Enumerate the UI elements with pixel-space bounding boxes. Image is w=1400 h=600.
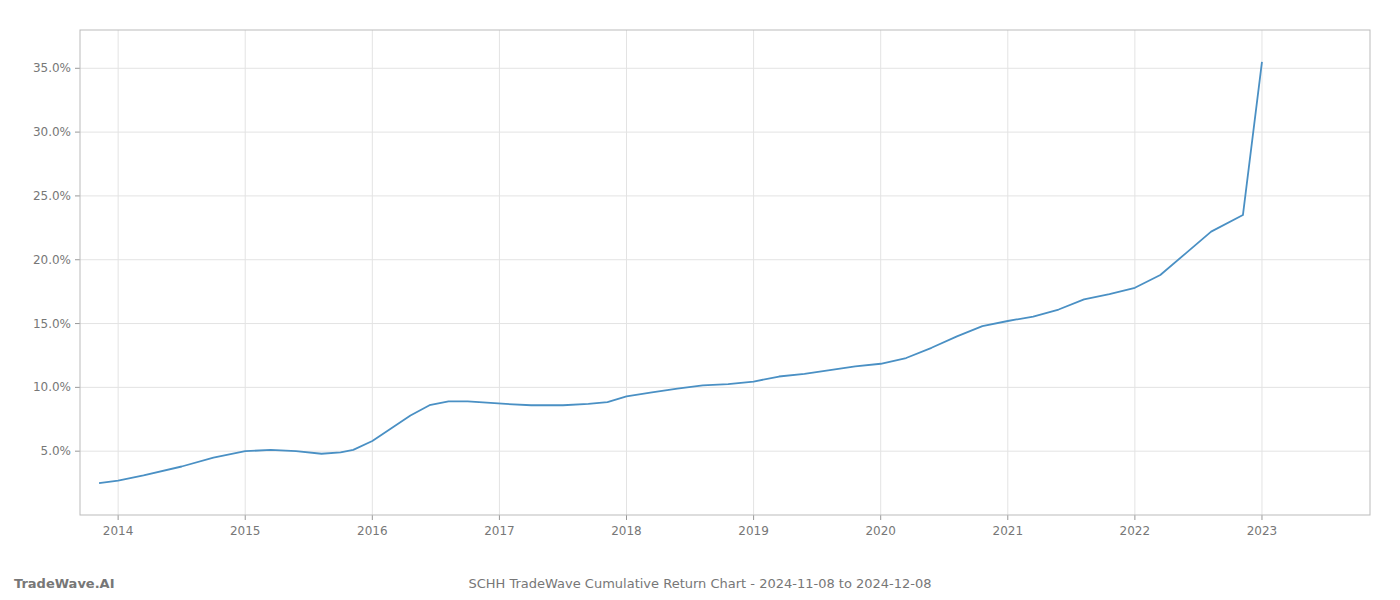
watermark: TradeWave.AI xyxy=(14,576,115,591)
tick-mark xyxy=(75,451,80,452)
tick-label: 2016 xyxy=(357,524,388,538)
grid-line xyxy=(1261,30,1262,515)
grid-line xyxy=(80,68,1370,69)
grid-line xyxy=(372,30,373,515)
tick-label: 30.0% xyxy=(33,125,71,139)
tick-label: 2019 xyxy=(738,524,769,538)
tick-mark xyxy=(75,259,80,260)
title: SCHH TradeWave Cumulative Return Chart -… xyxy=(468,576,931,591)
grid-line xyxy=(880,30,881,515)
tick-label: 2017 xyxy=(484,524,515,538)
tick-mark xyxy=(75,323,80,324)
tick-label: 2015 xyxy=(230,524,261,538)
grid xyxy=(80,30,1370,515)
tick-label: 25.0% xyxy=(33,189,71,203)
tick-mark xyxy=(75,387,80,388)
grid-line xyxy=(80,195,1370,196)
tick-label: 2023 xyxy=(1247,524,1278,538)
tick-mark xyxy=(372,515,373,520)
tick-label: 5.0% xyxy=(41,444,72,458)
tick-label: 35.0% xyxy=(33,61,71,75)
grid-line xyxy=(245,30,246,515)
tick-mark xyxy=(75,132,80,133)
tick-label: 2018 xyxy=(611,524,642,538)
grid-line xyxy=(118,30,119,515)
grid-line xyxy=(626,30,627,515)
grid-line xyxy=(80,323,1370,324)
tick-label: 15.0% xyxy=(33,317,71,331)
tick-mark xyxy=(245,515,246,520)
tick-mark xyxy=(118,515,119,520)
tick-mark xyxy=(753,515,754,520)
tick-label: 2020 xyxy=(865,524,896,538)
grid-line xyxy=(499,30,500,515)
tick-mark xyxy=(626,515,627,520)
tick-mark xyxy=(880,515,881,520)
tick-label: 2022 xyxy=(1120,524,1151,538)
tick-mark xyxy=(499,515,500,520)
tick-mark xyxy=(1261,515,1262,520)
tick-label: 10.0% xyxy=(33,380,71,394)
tick-mark xyxy=(1007,515,1008,520)
grid-line xyxy=(80,132,1370,133)
plot-frame xyxy=(80,30,1370,515)
tick-label: 2014 xyxy=(103,524,134,538)
tick-mark xyxy=(75,195,80,196)
chart: 5.0% 10.0% 15.0% 20.0% 25.0% 30.0% 35.0% 2014 20… xyxy=(0,0,1400,600)
grid-line xyxy=(1007,30,1008,515)
data xyxy=(99,62,1262,483)
grid-line xyxy=(1134,30,1135,515)
tick-mark xyxy=(75,68,80,69)
line xyxy=(99,62,1262,483)
grid-line xyxy=(80,387,1370,388)
axes: 5.0% 10.0% 15.0% 20.0% 25.0% 30.0% 35.0% 2014 20… xyxy=(33,30,1370,538)
tick-label: 20.0% xyxy=(33,253,71,267)
tick-label: 2021 xyxy=(993,524,1024,538)
grid-line xyxy=(753,30,754,515)
tick-mark xyxy=(1134,515,1135,520)
